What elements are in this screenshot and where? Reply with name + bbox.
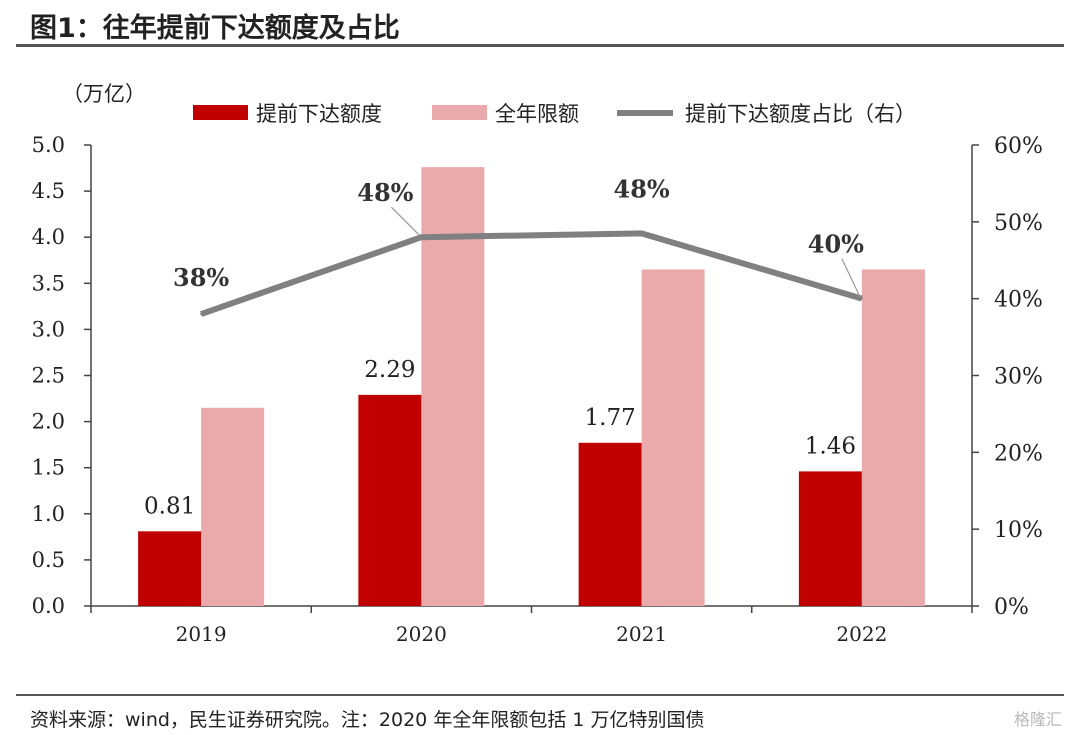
footer-divider	[16, 694, 1064, 696]
chart-title: 图1：往年提前下达额度及占比	[30, 13, 400, 44]
x-axis-tick-label: 2021	[616, 622, 667, 646]
left-axis-tick-label: 4.5	[32, 179, 65, 203]
legend-swatch-advance	[193, 105, 248, 120]
bar-label-2022: 1.46	[805, 433, 856, 459]
left-axis-tick-label: 1.0	[32, 502, 65, 526]
legend-label-ratio: 提前下达额度占比（右）	[685, 102, 916, 126]
ratio-line	[200, 230, 863, 317]
bar-annual-2020	[421, 167, 485, 607]
left-axis-tick-label: 3.0	[32, 317, 65, 341]
left-axis-tick-label: 0.5	[32, 548, 65, 572]
title-underline	[16, 44, 1064, 47]
left-axis-tick-label: 2.0	[32, 410, 65, 434]
bar-label-2021: 1.77	[585, 405, 636, 431]
right-axis-tick-label: 0%	[994, 595, 1029, 620]
line-label-leader	[841, 258, 861, 297]
ratio-point-2021	[640, 232, 643, 235]
bar-annual-2021	[641, 269, 705, 606]
x-axis-tick-label: 2020	[396, 622, 447, 646]
ratio-line-path	[200, 230, 863, 317]
watermark: 格隆汇	[1013, 710, 1062, 729]
bar-advance-2021	[578, 442, 642, 606]
legend: 提前下达额度 全年限额 提前下达额度占比（右）	[193, 102, 916, 126]
line-label-2021: 48%	[614, 174, 670, 203]
ratio-point-2022	[860, 297, 863, 300]
bar-annual-2019	[201, 407, 265, 606]
bar-advance-2019	[138, 531, 202, 606]
left-axis-tick-label: 0.0	[32, 594, 65, 618]
line-label-2019: 38%	[173, 263, 229, 292]
line-label-2022: 40%	[808, 230, 864, 259]
bar-annual-2022	[861, 269, 925, 606]
right-axis-tick-label: 20%	[994, 441, 1043, 466]
right-axis-tick-label: 50%	[994, 211, 1043, 236]
bar-advance-2020	[358, 394, 422, 606]
right-axis-tick-label: 30%	[994, 365, 1043, 390]
right-axis-tick-label: 40%	[994, 288, 1043, 313]
left-axis-unit: （万亿）	[62, 82, 146, 106]
bar-label-2020: 2.29	[364, 357, 415, 383]
axes: 0.0 0.5 1.0 1.5 2.0 2.5 3.0 3.5 4.0 4.5 5.0 （万亿） 0% 1…	[32, 82, 1043, 646]
bars	[138, 167, 925, 607]
left-axis-tick-label: 2.5	[32, 364, 65, 388]
x-axis-tick-label: 2022	[836, 622, 887, 646]
data-labels: 0.81 2.29 1.77 1.46 38% 48% 48% 40%	[144, 174, 864, 519]
legend-swatch-annual	[432, 105, 487, 120]
legend-label-annual: 全年限额	[495, 102, 579, 126]
bar-advance-2022	[798, 471, 862, 606]
line-label-leader	[390, 206, 420, 236]
x-axis-tick-label: 2019	[176, 622, 227, 646]
source-note: 资料来源：wind，民生证券研究院。注：2020 年全年限额包括 1 万亿特别国…	[30, 709, 705, 731]
legend-label-advance: 提前下达额度	[256, 102, 382, 126]
right-axis-tick-label: 60%	[994, 134, 1043, 159]
left-axis-tick-label: 3.5	[32, 271, 65, 295]
left-axis-tick-label: 4.0	[32, 225, 65, 249]
line-label-2020: 48%	[357, 178, 413, 207]
ratio-point-2019	[200, 313, 203, 316]
ratio-point-2020	[420, 236, 423, 239]
left-axis-tick-label: 1.5	[32, 456, 65, 480]
bar-label-2019: 0.81	[144, 493, 195, 519]
left-axis-tick-label: 5.0	[32, 133, 65, 157]
right-axis-tick-label: 10%	[994, 518, 1043, 543]
